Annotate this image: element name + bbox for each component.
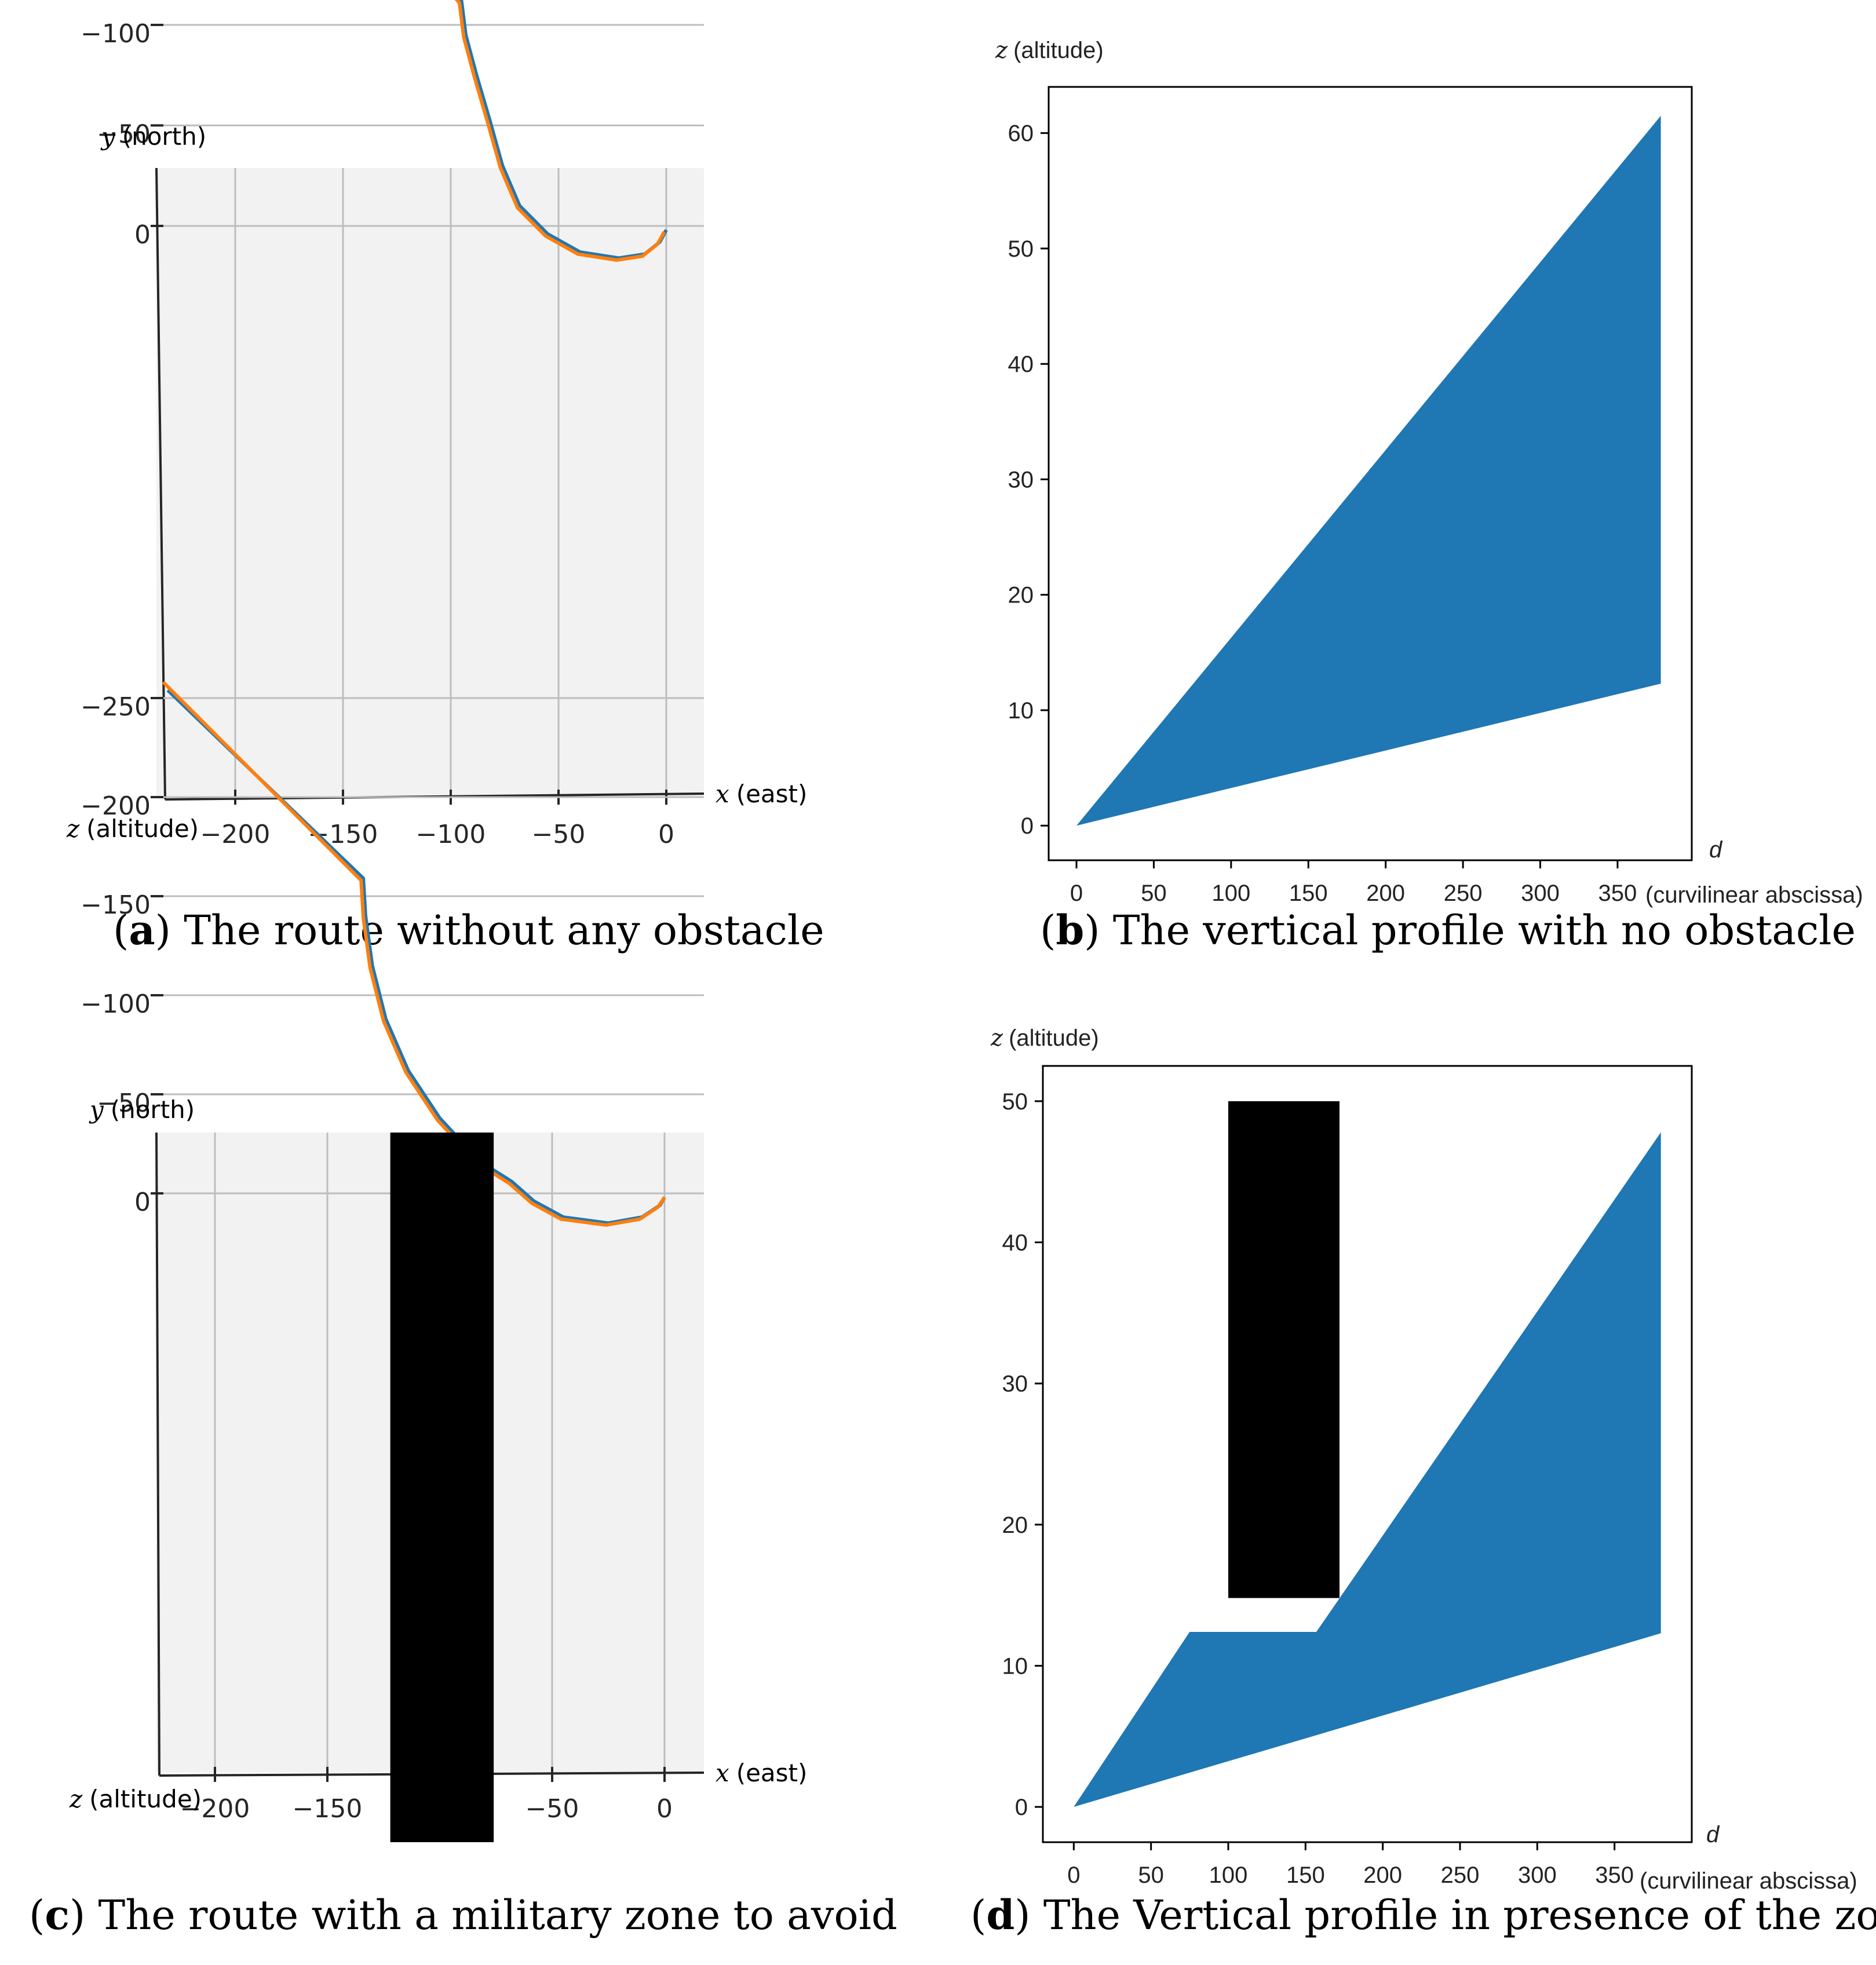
y-tick-label: −100	[81, 989, 151, 1019]
panel-b-xlabel-text: (curvilinear abscissa)	[1645, 882, 1863, 908]
x-tick-label: 300	[1521, 881, 1560, 906]
panel-d-caption: (d) The Vertical profile in presence of …	[970, 1891, 1876, 1939]
y-tick-label: 0	[134, 1188, 151, 1217]
x-tick-label: 250	[1444, 881, 1483, 906]
x-tick-label: 300	[1518, 1862, 1557, 1888]
panel-a-grid	[156, 24, 704, 797]
panel-d-area	[1074, 1132, 1661, 1807]
panel-b: 0 50 100 150 200 250 300 350 0 10 20 30 40 50 60 z (alt…	[995, 37, 1863, 954]
feasible-profile-area	[1074, 1132, 1661, 1807]
panel-b-ylabel: z (altitude)	[995, 37, 1104, 64]
y-tick-label: 0	[1021, 813, 1034, 839]
x-tick-label: 150	[1286, 1862, 1325, 1888]
x-tick-label: 0	[1067, 1862, 1080, 1888]
y-tick-label: 0	[1015, 1795, 1028, 1820]
panel-a-zlabel: z (altitude)	[66, 815, 199, 843]
panel-d-military-zone	[1228, 1101, 1340, 1598]
x-tick-label: 50	[1138, 1862, 1164, 1888]
route-orange-line	[454, 0, 666, 262]
x-tick-label: 100	[1211, 881, 1250, 906]
y-tick-label: 60	[1008, 121, 1034, 147]
y-tick-label: 50	[1008, 236, 1034, 262]
panel-d-ticks: 0 50 100 150 200 250 300 350 0 10 20 30 40 50	[1002, 1089, 1634, 1888]
x-tick-label: 150	[1289, 881, 1328, 906]
panel-d-xlabel-var: d	[1706, 1822, 1720, 1847]
y-tick-label: 20	[1002, 1513, 1028, 1538]
panel-a-y-axis	[155, 167, 166, 800]
x-tick-label: 200	[1366, 881, 1405, 906]
x-tick-label: −200	[200, 820, 271, 849]
y-tick-label: 40	[1002, 1230, 1028, 1256]
panel-a-ylabel: y (north)	[100, 122, 206, 151]
x-tick-label: 100	[1209, 1862, 1248, 1888]
y-tick-label: −200	[81, 791, 151, 821]
y-tick-label: 40	[1008, 352, 1034, 377]
y-tick-label: 20	[1008, 583, 1034, 608]
panel-c-caption: (c) The route with a military zone to av…	[29, 1891, 897, 1939]
y-tick-label: 30	[1002, 1371, 1028, 1397]
panel-d-ylabel: z (altitude)	[990, 1025, 1099, 1051]
panel-d-xlabel-text: (curvilinear abscissa)	[1640, 1868, 1857, 1894]
y-tick-label: −250	[81, 692, 151, 722]
panel-b-caption: (b) The vertical profile with no obstacl…	[1040, 906, 1856, 954]
panel-c-zlabel: z (altitude)	[69, 1785, 202, 1813]
x-tick-label: 200	[1363, 1862, 1402, 1888]
panel-c-xlabel: x (east)	[716, 1759, 807, 1787]
x-tick-label: 0	[658, 820, 674, 849]
military-zone-block	[390, 1133, 494, 1842]
x-tick-label: −100	[416, 820, 486, 849]
y-tick-label: 0	[134, 220, 151, 250]
panel-a-caption: (a) The route without any obstacle	[113, 906, 824, 954]
y-tick-label: −150	[81, 890, 151, 920]
x-tick-label: −50	[525, 1794, 579, 1824]
panel-b-xlabel-var: d	[1709, 837, 1723, 863]
x-tick-label: −50	[532, 820, 586, 849]
x-tick-label: 0	[1070, 881, 1083, 906]
panel-a-lines	[454, 0, 668, 262]
x-tick-label: −150	[293, 1794, 363, 1824]
y-tick-label: 10	[1008, 698, 1034, 724]
y-tick-label: 10	[1002, 1653, 1028, 1679]
panel-c-military-zone	[390, 1133, 494, 1842]
panel-a-xlabel: x (east)	[716, 780, 807, 808]
panel-d: 0 50 100 150 200 250 300 350 0 10 20 30 40 50 z (altit…	[970, 1025, 1876, 1939]
panel-a-plot-background	[156, 168, 704, 797]
y-tick-label: −50	[97, 120, 151, 149]
y-tick-label: −50	[97, 1089, 151, 1118]
feasible-profile-area	[1076, 115, 1661, 826]
panel-c: −200 −150 −100 −50 0 0 −50 −100 −150 −200 −250 y(n…	[29, 681, 897, 1939]
x-tick-label: 50	[1141, 881, 1167, 906]
panel-b-ticks: 0 50 100 150 200 250 300 350 0 10 20 30 40 50 60	[1008, 121, 1637, 906]
panel-c-ylabel: y (north)	[89, 1095, 195, 1124]
x-tick-label: 0	[656, 1794, 673, 1824]
y-tick-label: −100	[81, 19, 151, 49]
y-tick-label: 50	[1002, 1089, 1028, 1115]
military-zone-block	[1228, 1101, 1340, 1598]
x-tick-label: 250	[1441, 1862, 1480, 1888]
y-tick-label: 30	[1008, 467, 1034, 492]
x-tick-label: −200	[180, 1794, 250, 1824]
x-tick-label: 350	[1595, 1862, 1634, 1888]
panel-b-area	[1076, 115, 1661, 826]
x-tick-label: 350	[1598, 881, 1637, 906]
panel-c-y-axis	[155, 1132, 160, 1776]
